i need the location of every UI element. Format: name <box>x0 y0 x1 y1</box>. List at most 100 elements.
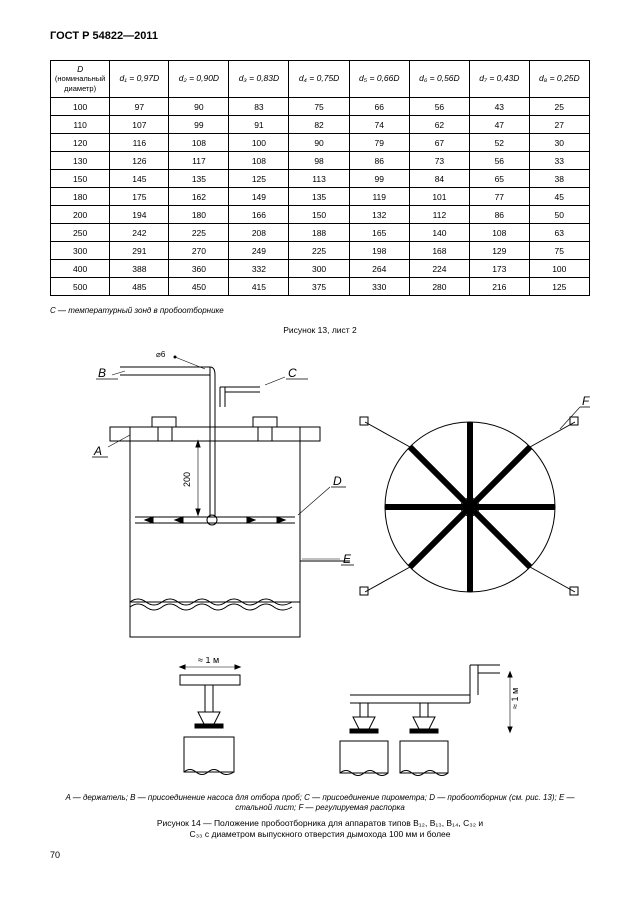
table-cell: 56 <box>409 98 469 116</box>
table-cell: 47 <box>470 116 530 134</box>
table-cell: 73 <box>409 152 469 170</box>
table-cell: 83 <box>229 98 289 116</box>
figure-14-caption: Рисунок 14 — Положение пробоотборника дл… <box>50 818 590 840</box>
table-row: 2001941801661501321128650 <box>51 206 590 224</box>
table-cell: 250 <box>51 224 110 242</box>
col-header-d4: d₄ = 0,75D <box>289 61 349 98</box>
table-cell: 97 <box>110 98 169 116</box>
fig14-line2: C₃₃ с диаметром выпускного отверстия дым… <box>189 829 450 839</box>
table-cell: 56 <box>470 152 530 170</box>
table-cell: 66 <box>349 98 409 116</box>
figure-14-lower-diagram: ≈ 1 м ≈ 1 м <box>50 657 590 787</box>
table-cell: 150 <box>51 170 110 188</box>
dim-1m-h: ≈ 1 м <box>198 657 219 665</box>
dim-200: 200 <box>182 472 192 487</box>
table-cell: 108 <box>229 152 289 170</box>
table-cell: 79 <box>349 134 409 152</box>
table-cell: 117 <box>169 152 229 170</box>
label-c: C <box>288 366 297 380</box>
table-cell: 75 <box>529 242 589 260</box>
table-cell: 225 <box>169 224 229 242</box>
figure-14-main-diagram: A B C D E F 200 ⌀6 <box>50 347 590 657</box>
table-cell: 188 <box>289 224 349 242</box>
table-cell: 126 <box>110 152 169 170</box>
table-cell: 198 <box>349 242 409 260</box>
table-cell: 208 <box>229 224 289 242</box>
table-cell: 200 <box>51 206 110 224</box>
col-header-d1: d₁ = 0,97D <box>110 61 169 98</box>
table-cell: 332 <box>229 260 289 278</box>
table-cell: 86 <box>470 206 530 224</box>
table-cell: 90 <box>169 98 229 116</box>
dim-1m-v: ≈ 1 м <box>510 688 520 709</box>
table-cell: 62 <box>409 116 469 134</box>
table-cell: 130 <box>51 152 110 170</box>
col-header-d7: d₇ = 0,43D <box>470 61 530 98</box>
table-cell: 75 <box>289 98 349 116</box>
table-cell: 264 <box>349 260 409 278</box>
table-cell: 300 <box>51 242 110 260</box>
table-cell: 135 <box>289 188 349 206</box>
table-cell: 450 <box>169 278 229 296</box>
table-cell: 242 <box>110 224 169 242</box>
table-cell: 485 <box>110 278 169 296</box>
table-cell: 33 <box>529 152 589 170</box>
table-cell: 360 <box>169 260 229 278</box>
table-cell: 180 <box>51 188 110 206</box>
table-cell: 100 <box>529 260 589 278</box>
table-cell: 249 <box>229 242 289 260</box>
label-a: A <box>93 444 102 458</box>
table-cell: 43 <box>470 98 530 116</box>
label-d: D <box>333 474 342 488</box>
col-header-d3: d₃ = 0,83D <box>229 61 289 98</box>
table-row: 11010799918274624727 <box>51 116 590 134</box>
label-e: E <box>343 552 352 566</box>
table-cell: 82 <box>289 116 349 134</box>
table-cell: 400 <box>51 260 110 278</box>
table-cell: 116 <box>110 134 169 152</box>
table-cell: 125 <box>229 170 289 188</box>
table-cell: 180 <box>169 206 229 224</box>
table-row: 500485450415375330280216125 <box>51 278 590 296</box>
table-cell: 99 <box>349 170 409 188</box>
table-cell: 90 <box>289 134 349 152</box>
col-header-d5: d₅ = 0,66D <box>349 61 409 98</box>
table-cell: 77 <box>470 188 530 206</box>
table-cell: 119 <box>349 188 409 206</box>
col-header-d2: d₂ = 0,90D <box>169 61 229 98</box>
table-cell: 270 <box>169 242 229 260</box>
table-cell: 125 <box>529 278 589 296</box>
table-cell: 194 <box>110 206 169 224</box>
table-cell: 175 <box>110 188 169 206</box>
table-cell: 225 <box>289 242 349 260</box>
figure-14-legend: A — держатель; B — присоединение насоса … <box>50 793 590 814</box>
table-cell: 74 <box>349 116 409 134</box>
table-cell: 110 <box>51 116 110 134</box>
table-cell: 100 <box>229 134 289 152</box>
table-row: 1301261171089886735633 <box>51 152 590 170</box>
dim-o6: ⌀6 <box>156 350 166 359</box>
table-cell: 91 <box>229 116 289 134</box>
table-cell: 45 <box>529 188 589 206</box>
table-cell: 166 <box>229 206 289 224</box>
table-cell: 162 <box>169 188 229 206</box>
table-cell: 86 <box>349 152 409 170</box>
page-number: 70 <box>50 850 590 860</box>
note-c: C — температурный зонд в пробоотборнике <box>50 306 590 315</box>
table-cell: 101 <box>409 188 469 206</box>
document-title: ГОСТ Р 54822—2011 <box>50 30 590 42</box>
table-cell: 107 <box>110 116 169 134</box>
table-cell: 120 <box>51 134 110 152</box>
table-cell: 99 <box>169 116 229 134</box>
table-row: 1009790837566564325 <box>51 98 590 116</box>
table-cell: 330 <box>349 278 409 296</box>
table-cell: 150 <box>289 206 349 224</box>
table-row: 400388360332300264224173100 <box>51 260 590 278</box>
table-cell: 27 <box>529 116 589 134</box>
table-cell: 291 <box>110 242 169 260</box>
table-cell: 65 <box>470 170 530 188</box>
table-cell: 113 <box>289 170 349 188</box>
col-header-d8: d₈ = 0,25D <box>529 61 589 98</box>
table-cell: 52 <box>470 134 530 152</box>
table-row: 1801751621491351191017745 <box>51 188 590 206</box>
